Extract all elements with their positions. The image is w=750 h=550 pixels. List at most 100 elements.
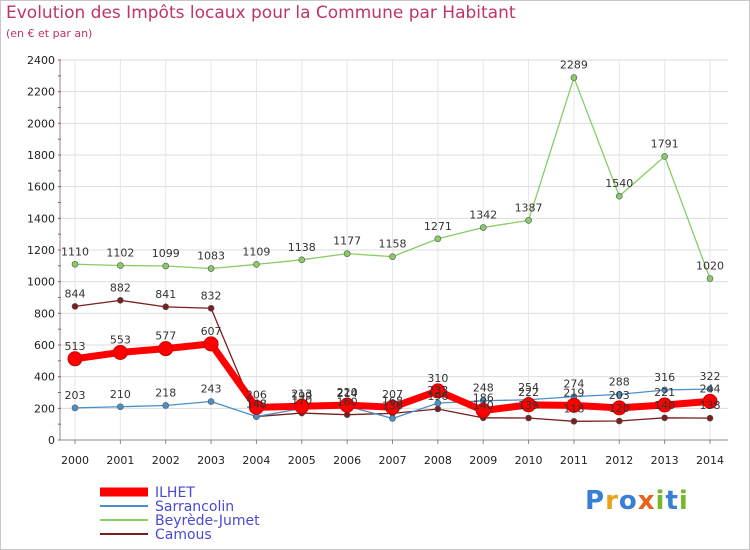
data-point-camous bbox=[615, 417, 623, 425]
data-label-beyrède-jumet: 1138 bbox=[288, 241, 316, 254]
data-label-beyrède-jumet: 1791 bbox=[651, 137, 679, 150]
data-point-beyrède-jumet bbox=[706, 275, 714, 282]
x-tick-label: 2001 bbox=[106, 454, 134, 467]
data-label-beyrède-jumet: 1540 bbox=[605, 177, 633, 190]
data-label-sarrancolin: 203 bbox=[65, 389, 86, 402]
data-label-sarrancolin: 274 bbox=[563, 378, 584, 391]
data-point-camous bbox=[162, 303, 170, 311]
x-tick-label: 2006 bbox=[333, 454, 361, 467]
data-label-sarrancolin: 136 bbox=[382, 399, 403, 412]
data-label-beyrède-jumet: 1110 bbox=[61, 245, 89, 258]
data-point-beyrède-jumet bbox=[71, 260, 79, 268]
data-label-sarrancolin: 210 bbox=[110, 388, 131, 401]
x-tick-label: 2012 bbox=[605, 454, 633, 467]
data-point-beyrède-jumet bbox=[298, 256, 306, 264]
data-label-ilhet: 221 bbox=[654, 386, 675, 399]
y-tick-label: 1800 bbox=[27, 149, 55, 162]
y-tick-label: 1000 bbox=[27, 276, 55, 289]
data-label-beyrède-jumet: 1177 bbox=[333, 235, 361, 248]
data-point-beyrède-jumet bbox=[661, 153, 668, 160]
x-tick-label: 2009 bbox=[469, 454, 497, 467]
y-tick-label: 200 bbox=[34, 402, 55, 415]
chart-subtitle: (en € et par an) bbox=[6, 27, 93, 40]
data-point-beyrède-jumet bbox=[162, 262, 170, 270]
data-point-ilhet bbox=[702, 393, 718, 409]
logo-letter: P bbox=[585, 486, 606, 516]
data-label-ilhet: 222 bbox=[518, 386, 539, 399]
data-label-camous: 118 bbox=[563, 402, 584, 415]
data-label-ilhet: 207 bbox=[382, 388, 403, 401]
data-label-sarrancolin: 214 bbox=[337, 387, 358, 400]
data-point-camous bbox=[570, 418, 578, 425]
data-point-camous bbox=[661, 414, 668, 422]
y-tick-label: 2200 bbox=[27, 86, 55, 99]
data-label-sarrancolin: 199 bbox=[291, 389, 312, 402]
x-tick-label: 2011 bbox=[560, 454, 588, 467]
y-tick-label: 1200 bbox=[27, 244, 55, 257]
x-tick-label: 2008 bbox=[424, 454, 452, 467]
data-point-ilhet bbox=[339, 397, 355, 413]
data-point-ilhet bbox=[67, 351, 83, 367]
logo-letter: o bbox=[618, 486, 638, 516]
data-label-sarrancolin: 254 bbox=[518, 381, 539, 394]
data-point-beyrède-jumet bbox=[479, 224, 487, 231]
data-point-ilhet bbox=[430, 383, 446, 399]
data-label-sarrancolin: 322 bbox=[700, 370, 721, 383]
data-label-beyrède-jumet: 1342 bbox=[469, 209, 497, 222]
legend-label: Camous bbox=[155, 527, 212, 543]
data-point-ilhet bbox=[566, 397, 582, 413]
x-tick-label: 2005 bbox=[288, 454, 316, 467]
data-label-ilhet: 607 bbox=[201, 325, 222, 338]
data-label-camous: 168 bbox=[382, 394, 403, 407]
logo-letter: x bbox=[637, 486, 656, 516]
data-label-sarrancolin: 243 bbox=[201, 383, 222, 396]
data-point-beyrède-jumet bbox=[207, 265, 215, 272]
logo-letter: t bbox=[665, 486, 679, 516]
data-label-camous: 148 bbox=[246, 398, 267, 411]
x-tick-label: 2014 bbox=[696, 454, 724, 467]
legend-label: Beyrède-Jumet bbox=[155, 513, 260, 529]
data-point-sarrancolin bbox=[434, 399, 442, 407]
data-point-camous bbox=[706, 414, 714, 422]
y-tick-label: 400 bbox=[34, 371, 55, 384]
data-label-beyrède-jumet: 1387 bbox=[515, 201, 543, 214]
data-point-beyrède-jumet bbox=[434, 235, 442, 243]
data-label-camous: 140 bbox=[473, 399, 494, 412]
data-point-sarrancolin bbox=[706, 385, 714, 393]
y-tick-label: 800 bbox=[34, 307, 55, 320]
y-tick-label: 1400 bbox=[27, 212, 55, 225]
data-point-beyrède-jumet bbox=[253, 261, 260, 268]
y-tick-label: 2000 bbox=[27, 117, 55, 130]
logo-letter: i bbox=[678, 486, 689, 516]
data-label-beyrède-jumet: 1099 bbox=[152, 247, 180, 260]
data-point-sarrancolin bbox=[162, 402, 170, 409]
data-point-ilhet bbox=[611, 400, 627, 416]
chart-title: Evolution des Impôts locaux pour la Comm… bbox=[6, 3, 516, 23]
data-point-sarrancolin bbox=[117, 403, 124, 411]
logo-letter: r bbox=[605, 486, 619, 516]
data-point-ilhet bbox=[203, 336, 219, 352]
data-label-camous: 120 bbox=[609, 402, 630, 415]
data-label-camous: 832 bbox=[201, 289, 222, 302]
data-point-sarrancolin bbox=[389, 415, 396, 422]
data-label-beyrède-jumet: 1109 bbox=[242, 245, 270, 258]
legend-label: ILHET bbox=[155, 485, 195, 501]
y-tick-label: 600 bbox=[34, 339, 55, 352]
data-label-ilhet: 577 bbox=[155, 330, 176, 343]
data-label-beyrède-jumet: 1083 bbox=[197, 250, 225, 263]
data-label-beyrède-jumet: 1271 bbox=[424, 220, 452, 233]
data-label-camous: 196 bbox=[427, 390, 448, 403]
proxiti-logo: Proxiti bbox=[585, 486, 689, 516]
data-point-sarrancolin bbox=[661, 386, 668, 394]
data-point-beyrède-jumet bbox=[615, 192, 623, 200]
data-point-ilhet bbox=[657, 397, 673, 413]
data-label-sarrancolin: 288 bbox=[609, 375, 630, 388]
data-label-ilhet: 553 bbox=[110, 333, 131, 346]
x-tick-label: 2000 bbox=[61, 454, 89, 467]
legend-label: Sarrancolin bbox=[155, 499, 234, 515]
data-point-camous bbox=[207, 304, 215, 312]
data-label-camous: 138 bbox=[700, 399, 721, 412]
data-label-camous: 841 bbox=[155, 288, 176, 301]
data-label-beyrède-jumet: 1020 bbox=[696, 260, 724, 273]
